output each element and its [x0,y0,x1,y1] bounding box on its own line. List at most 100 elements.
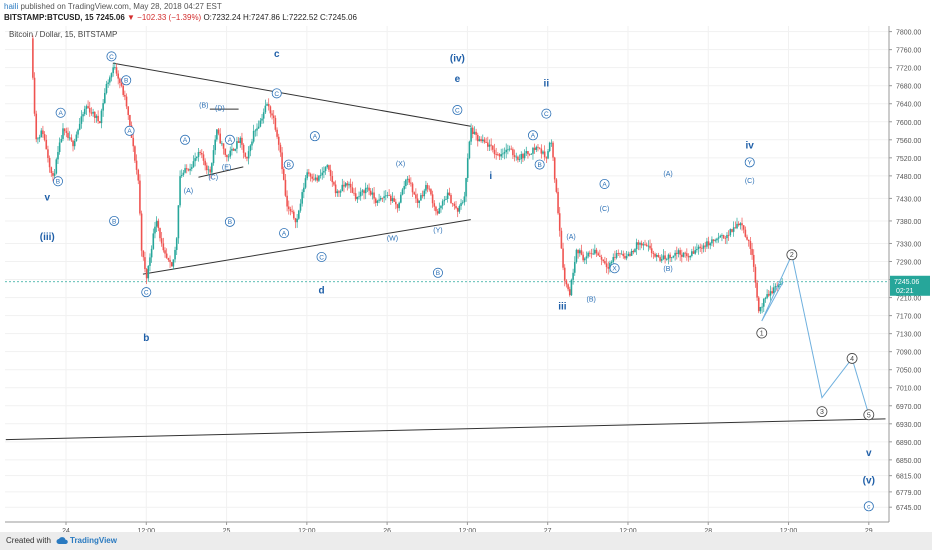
candle-down [600,256,603,260]
candle-up [303,187,305,193]
time-axis[interactable]: 24 12:00 25 12:00 26 12:00 27 12:00 28 12:00 29 [5,521,889,532]
wave-label: A [58,110,63,117]
candle-down [410,182,412,184]
candle-up [630,250,633,256]
candle-down [607,267,610,269]
countdown-label: 02:21 [896,288,914,295]
symbol-line: BITSTAMP:BTCUSD, 15 7245.06 ▼ −102.33 (−… [4,13,357,22]
candle-down [63,128,66,132]
candle-down [553,157,556,180]
candle-down [272,115,275,118]
price-axis[interactable]: 7800.00 7760.00 7720.00 7680.00 7640.00 7600.… [888,26,930,522]
x-tick-label: 12:00 [780,528,798,532]
candle-down [453,203,456,207]
candle-down [455,206,457,209]
wave-label: (Y) [433,227,442,234]
candle-up [406,178,409,180]
wave-label: (A) [566,234,575,241]
author-name[interactable]: haili [4,2,19,11]
tradingview-brand[interactable]: TradingView [70,536,117,545]
candle-down [349,183,352,188]
candle-up [719,235,722,238]
candle-up [520,154,523,160]
candle-up [339,191,342,193]
candle-down [242,144,245,153]
candle-up [100,110,103,124]
candle-down [241,137,243,145]
wave-label: A [313,134,318,141]
candle-down [568,289,571,296]
projection-point-5 [863,409,875,421]
candle-down [749,241,752,249]
candle-up [195,156,198,159]
wave-label: c [867,504,871,511]
candle-up [254,130,257,132]
candle-up [729,229,732,236]
candle-down [72,140,74,147]
x-tick-label: 26 [383,528,391,532]
wave-label: (D) [215,106,225,113]
wave-circle [121,75,132,86]
candle-down [752,254,755,267]
candle-up [386,195,389,197]
candle-down [632,250,635,253]
candle-up [348,183,350,186]
candle-down [528,154,531,155]
wave-label: (W) [387,236,398,243]
candle-down [199,152,201,153]
wave-circle [271,88,282,99]
candle-down [389,195,392,202]
wave-label: B [436,270,440,277]
candle-up [542,151,544,154]
candle-down [244,152,247,157]
candle-up [702,245,705,249]
candle-down [622,253,625,257]
y-tick-label: 7130.00 [896,332,921,339]
candle-up [610,261,613,264]
price-chart[interactable]: Bitcoin / Dollar, 15, BITSTAMP 1 2 3 4 5 v (i… [0,26,932,532]
candle-up [670,257,673,259]
candle-down [415,194,417,199]
candle-down [619,253,621,255]
candle-down [562,248,564,268]
candle-down [201,152,203,155]
candle-up [463,196,466,203]
candle-up [515,156,518,158]
candle-down [686,253,688,257]
chart-title: Bitcoin / Dollar, 15, BITSTAMP [9,30,117,39]
candle-down [490,144,492,146]
candle-up [481,139,484,142]
candle-up [341,184,344,192]
candle-up [321,172,324,176]
candle-down [604,261,606,264]
candle-up [655,255,658,257]
wave-label: (B) [663,266,672,273]
candle-up [358,196,360,198]
wave-label: (E) [222,164,231,171]
candle-down [32,38,34,78]
candle-up [356,196,359,200]
wave-projection: 1 2 3 4 5 [756,249,875,421]
candle-down [373,192,375,199]
candle-down [354,193,357,200]
wave-label: d [319,285,325,296]
candle-up [575,249,578,262]
candle-down [237,141,240,143]
candle-down [555,179,558,192]
candle-down [543,151,546,158]
candle-down [217,129,220,134]
candle-down [137,169,140,181]
candle-down [219,133,222,144]
candle-down [659,257,661,261]
candle-up [37,138,39,140]
candle-down [512,149,514,156]
candle-down [395,201,397,205]
current-price-label: 7245.06 [894,279,919,286]
wave-circle [432,267,443,278]
candle-up [304,178,307,188]
wave-circle [106,51,117,62]
candle-down [135,160,138,170]
candle-down [277,136,280,145]
candle-down [624,256,626,259]
wave-label: (iv) [450,54,465,65]
